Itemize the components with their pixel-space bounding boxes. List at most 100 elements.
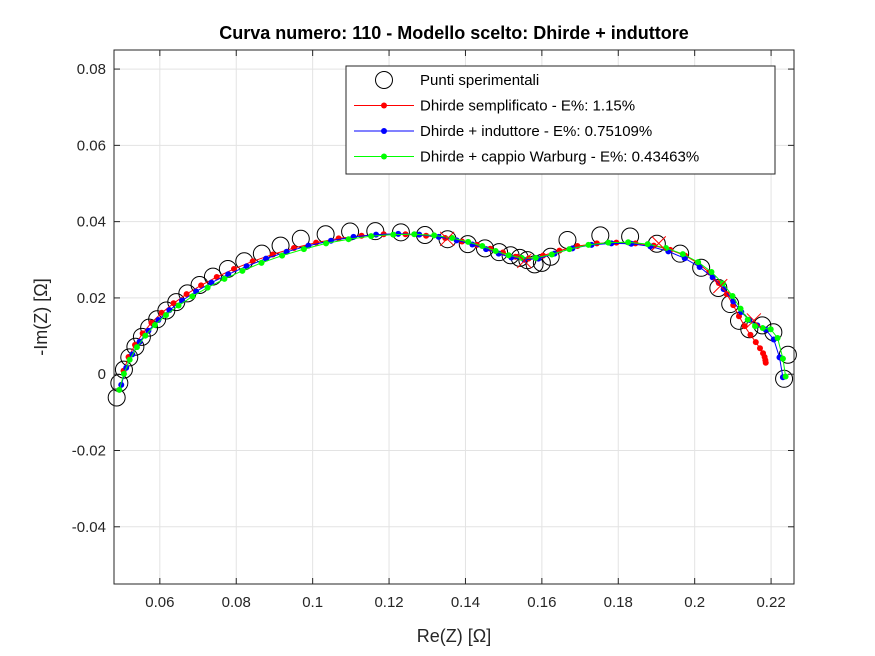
series-point <box>151 322 158 329</box>
series-point <box>208 279 215 286</box>
legend-label: Dhirde semplificato - E%: 1.15% <box>420 98 635 115</box>
series-point <box>198 282 205 289</box>
series-point <box>492 248 499 255</box>
legend-entry: Punti sperimentali <box>375 71 539 89</box>
series-point <box>479 243 486 250</box>
series-point <box>162 312 169 319</box>
chart-title: Curva numero: 110 - Modello scelto: Dhir… <box>219 23 689 43</box>
series-point <box>175 302 182 309</box>
series-point <box>323 240 330 247</box>
series-point <box>759 325 766 332</box>
experimental-point <box>114 360 133 379</box>
experimental-point <box>671 244 690 263</box>
legend-box <box>345 65 776 175</box>
x-tick-label: 0.12 <box>374 594 403 611</box>
series-point <box>239 267 246 274</box>
series-point <box>263 255 270 262</box>
x-marker <box>516 253 532 269</box>
x-axis-label: Re(Z) [Ω] <box>417 626 491 646</box>
series-point <box>532 254 539 261</box>
experimental-point <box>126 337 145 356</box>
x-tick-label: 0.1 <box>302 594 323 611</box>
series-point <box>505 252 512 259</box>
series-point <box>126 356 133 363</box>
series-point <box>136 338 143 345</box>
y-tick-label: 0.02 <box>77 290 106 307</box>
series-point <box>625 239 632 246</box>
series-point <box>179 297 185 304</box>
series-point <box>142 332 149 339</box>
experimental-point <box>132 327 151 346</box>
series-point <box>709 274 716 281</box>
series-point <box>752 323 759 330</box>
y-axis-label: -Im(Z) [Ω] <box>31 278 51 355</box>
series-point <box>566 246 573 253</box>
legend-marker <box>381 102 387 109</box>
series-point <box>120 370 127 377</box>
series-point <box>155 317 162 324</box>
legend-marker <box>375 71 393 89</box>
experimental-point <box>291 229 310 248</box>
series-point <box>221 275 228 282</box>
series-point <box>644 241 651 248</box>
series-point <box>258 259 265 266</box>
series-point <box>368 233 375 240</box>
x-tick-label: 0.08 <box>222 594 251 611</box>
x-marker <box>746 313 762 328</box>
x-tick-label: 0.22 <box>756 594 785 611</box>
series-point <box>757 345 763 352</box>
x-tick-label: 0.18 <box>604 594 633 611</box>
series-point <box>133 344 140 351</box>
series-point <box>585 241 592 248</box>
x-marker <box>439 231 455 247</box>
series-point <box>605 239 612 246</box>
legend-entry: Dhirde + cappio Warburg - E%: 0.43463% <box>354 149 699 166</box>
axis-ticks: 0.06 0.08 0.1 0.12 0.14 0.16 0.18 0.2 0.22 -0.04 -… <box>72 50 794 611</box>
series-point <box>449 235 456 242</box>
series-point <box>752 339 759 346</box>
legend-marker <box>381 153 387 160</box>
experimental-point <box>120 348 139 367</box>
series-point <box>345 236 352 243</box>
series-point <box>779 355 786 362</box>
series-point <box>145 327 152 334</box>
series-point <box>230 265 237 272</box>
series-point <box>213 273 220 280</box>
legend-entry: Dhirde semplificato - E%: 1.15% <box>354 98 635 115</box>
series-point <box>744 316 751 323</box>
experimental-point <box>475 239 494 258</box>
series-point <box>411 231 418 238</box>
x-tick-label: 0.16 <box>527 594 556 611</box>
y-tick-label: 0.04 <box>77 214 106 231</box>
series-point <box>782 373 789 380</box>
series-point <box>189 293 196 300</box>
x-tick-label: 0.2 <box>684 594 705 611</box>
x-marker <box>712 278 728 294</box>
legend-marker <box>381 128 387 134</box>
series-point <box>465 238 472 245</box>
series-point <box>762 359 769 366</box>
series-point <box>737 305 744 312</box>
series-point <box>118 381 125 388</box>
series-point <box>767 326 774 333</box>
series-point <box>225 271 232 278</box>
experimental-point <box>167 293 186 312</box>
series-point <box>183 291 190 298</box>
series-point <box>696 264 703 271</box>
y-tick-label: -0.02 <box>72 443 106 460</box>
series-point <box>747 331 754 338</box>
series-point <box>774 334 781 341</box>
experimental-point <box>366 222 385 241</box>
legend-label: Dhirde + cappio Warburg - E%: 0.43463% <box>420 149 699 166</box>
y-tick-label: 0.06 <box>77 137 106 154</box>
experimental-point <box>692 258 711 277</box>
x-tick-label: 0.06 <box>145 594 174 611</box>
experimental-point <box>775 369 794 388</box>
y-tick-label: -0.04 <box>72 519 106 536</box>
series-point <box>548 251 555 258</box>
x-tick-label: 0.14 <box>451 594 480 611</box>
experimental-point <box>490 243 509 262</box>
series-point <box>204 284 211 291</box>
x-markers <box>439 231 762 328</box>
series-point <box>279 252 286 259</box>
